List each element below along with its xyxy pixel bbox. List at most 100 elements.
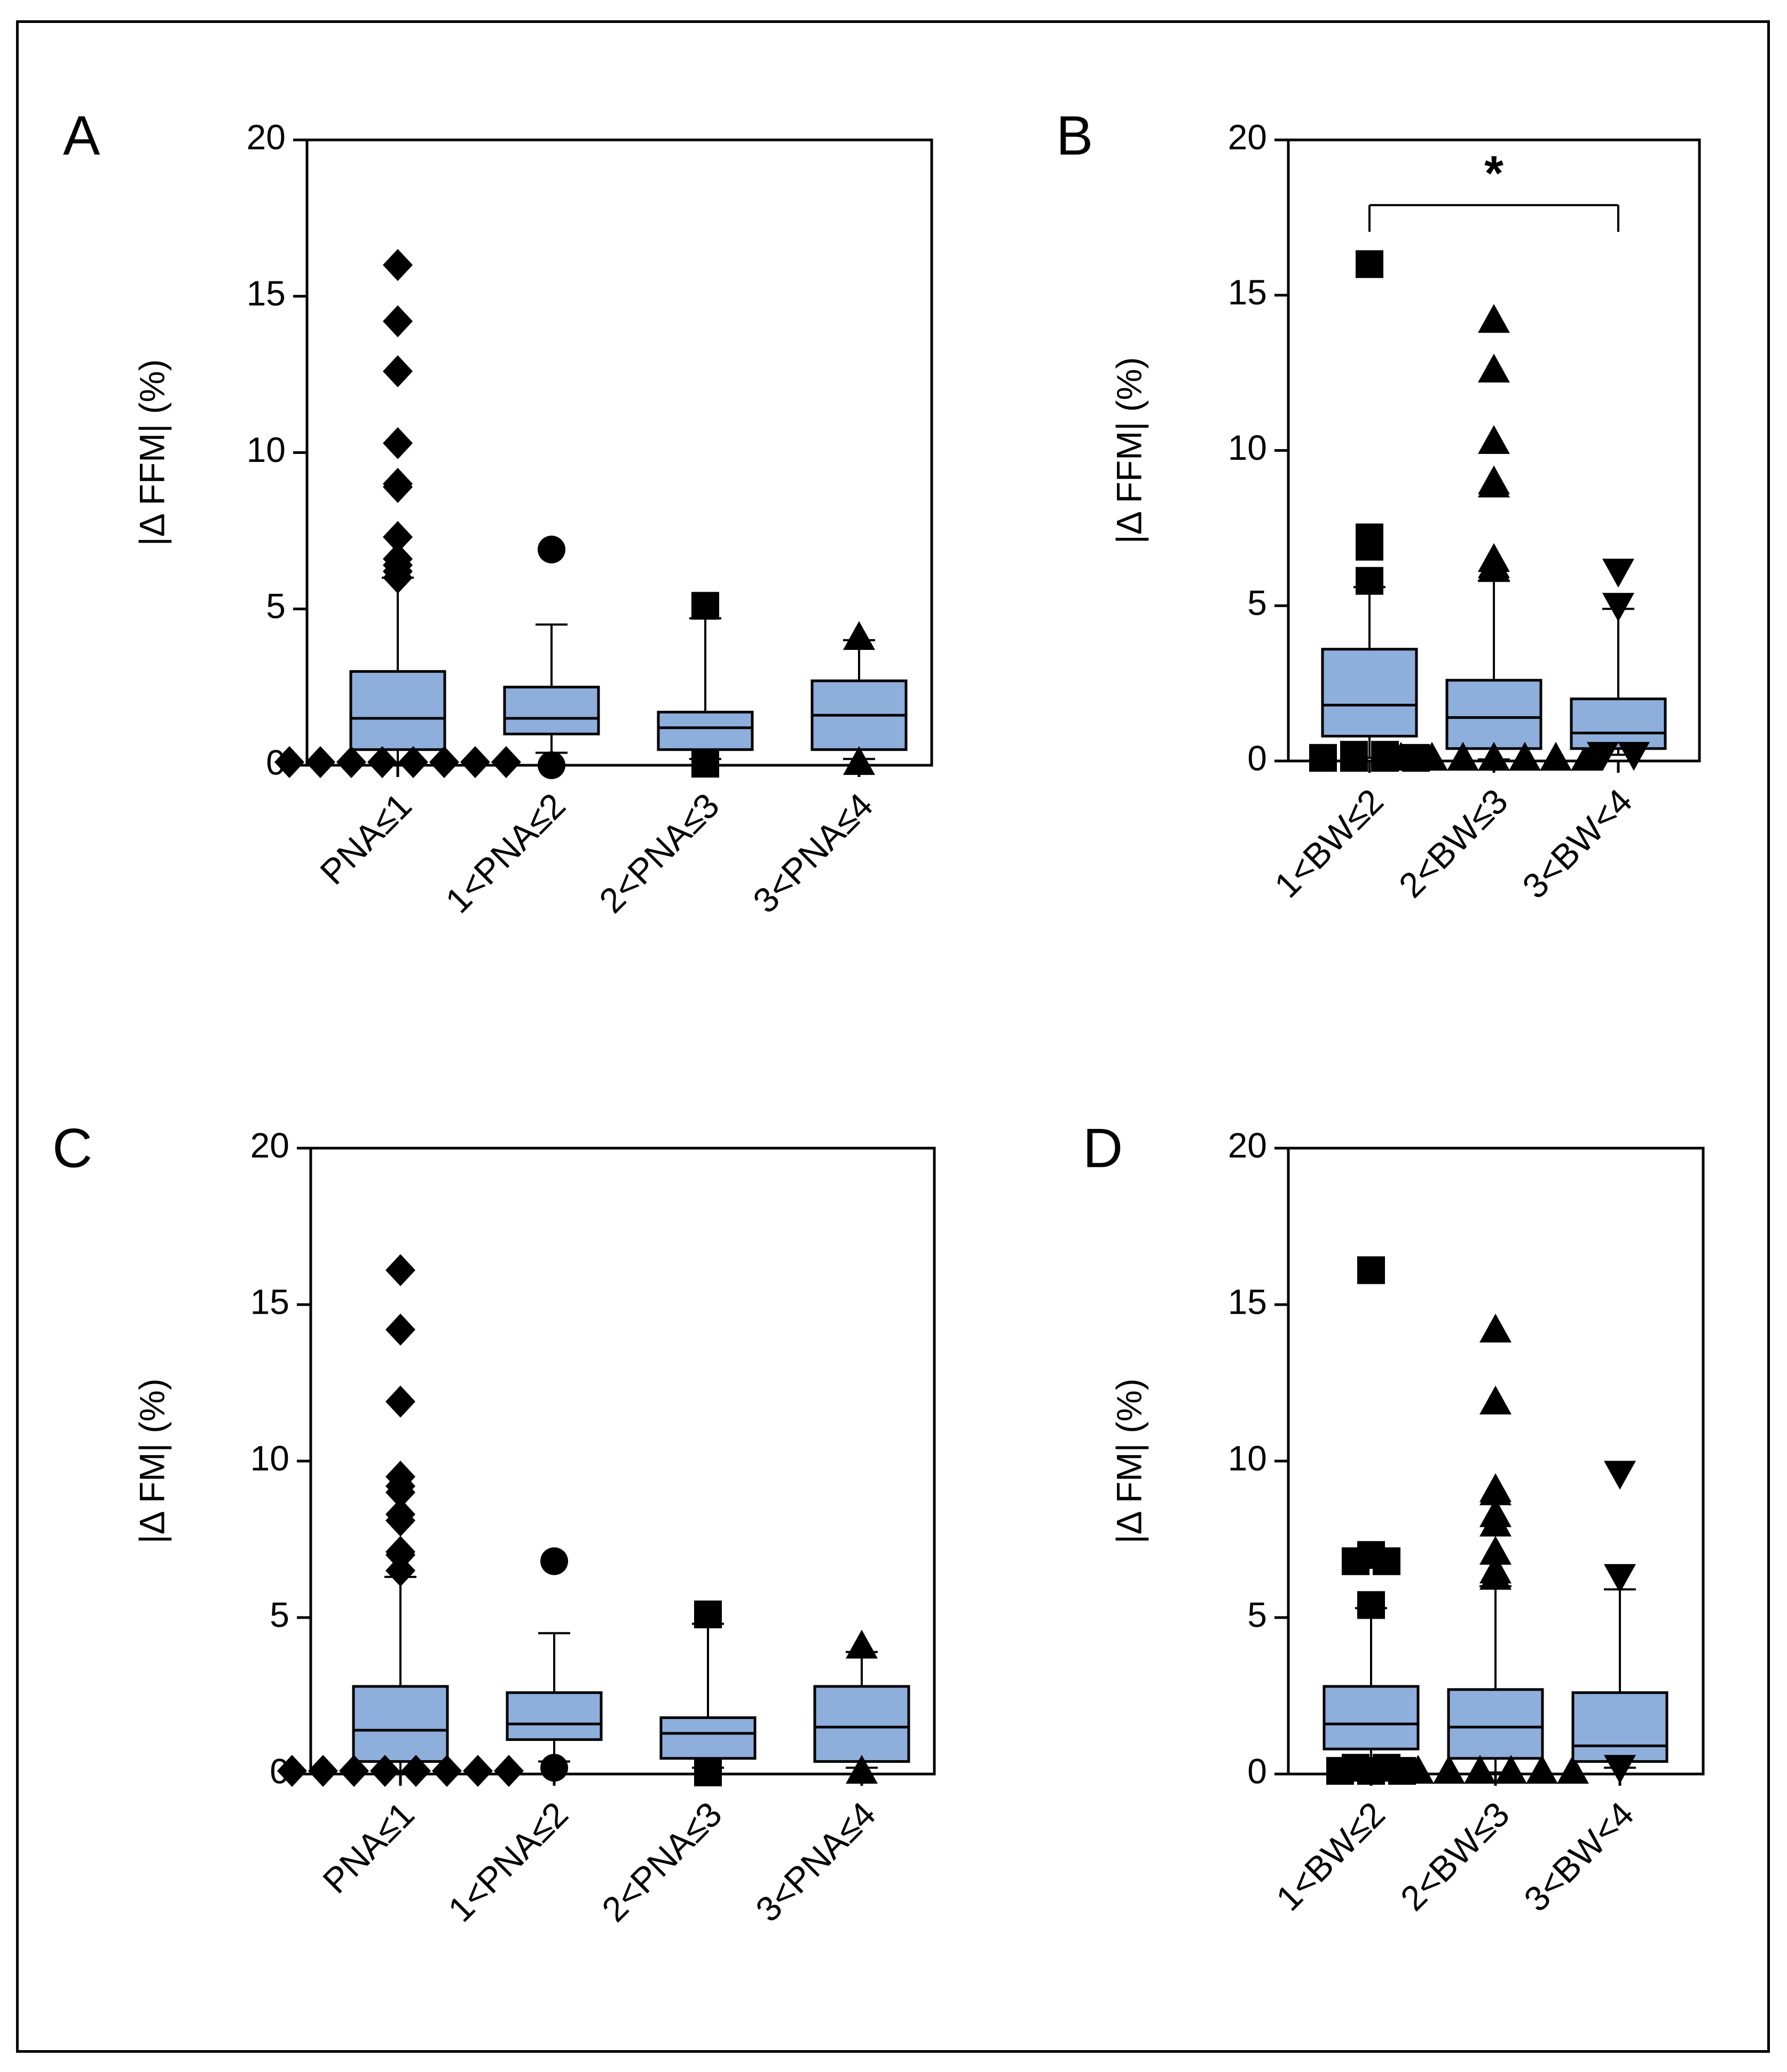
panel-a-y-axis-label: |Δ FFM| (%) (132, 359, 171, 546)
panel-c-box-1-outlier (385, 1476, 415, 1509)
panel-a-box-1-outlier (367, 746, 397, 779)
panel-a-box-3-outlier (691, 592, 719, 620)
panel-a-category-label-1: PNA≤1 (312, 786, 419, 892)
panel-c-category-label-2: 1<PNA≤2 (440, 1794, 576, 1929)
panel-b-box-2-outlier (1385, 742, 1417, 771)
panel-b-box-2-outlier (1478, 468, 1510, 498)
panel-b-box-3-outlier (1618, 742, 1650, 771)
panel-d-category-label-3: 3<BW<4 (1516, 1794, 1641, 1919)
panel-d-box-3-outlier (1604, 1564, 1636, 1593)
panel-b-category-label-3: 3<BW<4 (1515, 781, 1640, 906)
panel-d-box-3-outlier (1604, 1755, 1636, 1784)
panel-a-category-label-4: 3<PNA≤4 (745, 786, 880, 921)
panel-a-box-1-iqr (349, 670, 446, 751)
panel-d-y-tick-label: 0 (1247, 1751, 1267, 1791)
panel-c-box-4-outlier (846, 1755, 878, 1784)
panel-a-y-tick-label: 15 (247, 273, 286, 313)
panel-d-box-3-outlier (1604, 1461, 1636, 1490)
panel-d-box-1-outlier (1326, 1757, 1354, 1785)
panel-d-box-2-outlier (1526, 1755, 1558, 1784)
panel-a-box-1-outlier (460, 746, 490, 779)
panel-a-y-tick-label: 5 (266, 586, 286, 626)
panel-c-label: C (52, 1117, 92, 1179)
panel-b-y-tick-label: 20 (1228, 117, 1267, 156)
panel-d-box-2-iqr (1447, 1688, 1544, 1760)
panel-a-category-label-2: 1<PNA≤2 (438, 786, 573, 921)
panel-c-y-tick-label: 20 (250, 1125, 289, 1165)
panel-c-box-1-outlier (370, 1755, 400, 1787)
panel-b-y-tick-label: 0 (1247, 738, 1267, 778)
panel-c-category-label-3: 2<PNA≤3 (594, 1794, 729, 1929)
panel-b-category-label-1: 1<BW≤2 (1267, 781, 1391, 905)
panel-d-category-label-1: 1<BW≤2 (1269, 1794, 1392, 1918)
panel-d-box-1-outlier (1373, 1547, 1400, 1575)
panel-c-category-label-4: 3<PNA≤4 (748, 1794, 883, 1929)
panel-d-y-tick-label: 5 (1247, 1595, 1267, 1634)
panel-a-category-label-3: 2<PNA≤3 (592, 786, 727, 921)
panel-a-box-2-outlier (538, 536, 565, 564)
panel-a-box-1-outlier (383, 305, 413, 338)
panel-b-box-3-outlier (1602, 593, 1634, 622)
panel-d-box-2-outlier (1479, 1508, 1512, 1537)
panel-d-box-2-outlier (1464, 1755, 1496, 1784)
panel-d-box-2-outlier (1495, 1755, 1527, 1784)
panel-d-box-2-outlier (1402, 1755, 1434, 1784)
panel-a-box-1-outlier (398, 746, 428, 779)
panel-c-plot-frame (309, 1147, 936, 1776)
panel-a-y-tick-label: 10 (247, 430, 286, 469)
panel-d-box-2-outlier (1433, 1755, 1465, 1784)
panel-b-box-2-outlier (1509, 742, 1541, 771)
panel-a-box-1-outlier (429, 746, 459, 779)
panel-c-y-tick-label: 15 (250, 1282, 289, 1321)
panel-b-box-1-outlier (1356, 567, 1383, 595)
panel-c-y-tick-label: 0 (270, 1751, 289, 1791)
panel-a-box-1-outlier (383, 561, 413, 594)
panel-a-box-1-outlier (491, 746, 521, 779)
panel-d-box-3-iqr (1571, 1691, 1668, 1763)
panel-c-box-1-outlier (494, 1755, 524, 1787)
panel-b-box-3-outlier (1602, 559, 1634, 588)
panel-d-box-2-outlier (1479, 1385, 1512, 1415)
panel-c-y-axis-label: |Δ FM| (%) (132, 1378, 171, 1543)
panel-b-y-tick-label: 5 (1247, 583, 1267, 623)
panel-b-box-2-outlier (1416, 742, 1448, 771)
panel-c-box-4-iqr (813, 1685, 910, 1763)
panel-a-y-tick-label: 0 (266, 742, 286, 782)
panel-c-box-1-outlier (385, 1313, 415, 1346)
panel-d-y-axis-label: |Δ FM| (%) (1109, 1378, 1148, 1543)
panel-c-box-1-outlier (385, 1385, 415, 1418)
panel-c-box-1-outlier (385, 1254, 415, 1286)
panel-c-box-1-outlier (432, 1755, 462, 1787)
panel-d-box-2-outlier (1479, 1476, 1512, 1505)
panel-b-box-2-outlier (1478, 425, 1510, 454)
panel-c-box-4-outlier (846, 1629, 878, 1659)
panel-b-y-tick-label: 10 (1228, 428, 1267, 467)
figure-frame (16, 20, 1770, 2053)
panel-b-significance-star: * (1484, 146, 1503, 201)
panel-b-box-2-outlier (1478, 354, 1510, 383)
panel-d-label: D (1083, 1117, 1123, 1179)
panel-d-box-2-outlier (1479, 1313, 1512, 1343)
panel-b-box-2-outlier (1478, 304, 1510, 333)
panel-d-box-1-outlier (1342, 1547, 1369, 1575)
panel-a-box-1-outlier (383, 470, 413, 503)
panel-b-box-2-outlier (1571, 742, 1603, 771)
panel-a-box-2-iqr (503, 686, 600, 735)
panel-c-box-1-outlier (308, 1755, 338, 1787)
panel-c-box-1-outlier (339, 1755, 369, 1787)
panel-d-y-tick-label: 10 (1228, 1438, 1267, 1478)
panel-a-box-1-outlier (383, 355, 413, 388)
panel-d-box-2-outlier (1479, 1535, 1512, 1565)
panel-d-box-2-outlier (1479, 1560, 1512, 1590)
panel-d-box-2-outlier (1557, 1755, 1589, 1784)
panel-b-box-1-outlier (1356, 532, 1383, 561)
panel-d-category-label-2: 2<BW≤3 (1393, 1794, 1517, 1918)
panel-d-box-1-iqr (1322, 1685, 1420, 1751)
panel-c-box-1-iqr (352, 1685, 449, 1763)
panel-c-box-2-iqr (506, 1691, 603, 1741)
panel-c-box-3-iqr (659, 1716, 757, 1760)
panel-a-label: A (63, 105, 100, 167)
panel-c-box-1-outlier (277, 1755, 307, 1787)
